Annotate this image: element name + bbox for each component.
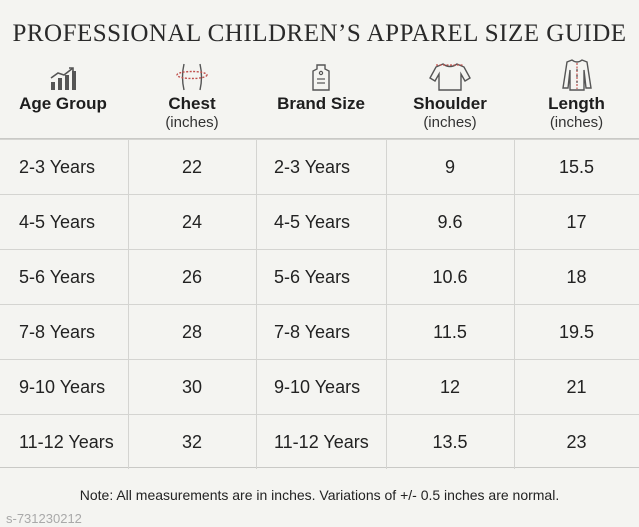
chest-cell: 30 <box>181 377 203 397</box>
size-table: 2-3 Years 22 2-3 Years 9 15.5 4-5 Years … <box>0 138 639 469</box>
brand-size-cell: 2-3 Years <box>274 157 351 177</box>
table-row: 9-10 Years 30 9-10 Years 12 21 <box>0 359 639 414</box>
size-tag-icon <box>310 56 332 92</box>
brand-size-cell: 5-6 Years <box>274 267 351 287</box>
column-header-chest: Chest (inches) <box>128 56 256 138</box>
chest-cell: 26 <box>181 267 203 287</box>
shirt-shoulder-icon <box>428 56 472 92</box>
column-header-shoulder: Shoulder (inches) <box>386 56 514 138</box>
length-cell: 18 <box>566 267 587 287</box>
brand-size-cell: 4-5 Years <box>274 212 351 232</box>
age-group-cell: 9-10 Years <box>19 377 106 397</box>
column-unit: (inches) <box>423 114 477 131</box>
table-header: Age Group Chest (inches) Brand Size <box>0 56 639 138</box>
brand-size-cell: 7-8 Years <box>274 322 351 342</box>
shoulder-cell: 9 <box>444 157 455 177</box>
table-row: 4-5 Years 24 4-5 Years 9.6 17 <box>0 194 639 249</box>
shoulder-cell: 11.5 <box>433 322 467 342</box>
watermark-id: s-731230212 <box>6 511 82 526</box>
chest-cell: 24 <box>181 212 203 232</box>
length-cell: 21 <box>566 377 587 397</box>
column-label: Chest <box>168 94 216 113</box>
age-group-cell: 5-6 Years <box>19 267 96 287</box>
shoulder-cell: 12 <box>439 377 461 397</box>
chest-cell: 32 <box>181 432 203 452</box>
length-cell: 15.5 <box>558 157 595 177</box>
column-label: Brand Size <box>277 94 365 113</box>
column-header-age-group: Age Group <box>8 56 118 138</box>
column-unit: (inches) <box>165 114 219 131</box>
shoulder-cell: 10.6 <box>432 267 468 287</box>
column-unit: (inches) <box>549 114 604 131</box>
age-group-cell: 7-8 Years <box>19 322 96 342</box>
growth-chart-icon <box>49 56 77 92</box>
chest-cell: 22 <box>181 157 203 177</box>
brand-size-cell: 9-10 Years <box>274 377 361 397</box>
measurement-note: Note: All measurements are in inches. Va… <box>79 487 560 503</box>
shoulder-cell: 13.5 <box>432 432 468 452</box>
page-title: PROFESSIONAL CHILDREN’S APPAREL SIZE GUI… <box>12 20 627 47</box>
shoulder-cell: 9.6 <box>437 212 463 232</box>
length-cell: 17 <box>566 212 587 232</box>
column-label: Length <box>548 94 605 113</box>
column-header-brand-size: Brand Size <box>256 56 386 138</box>
age-group-cell: 11-12 Years <box>19 432 114 452</box>
chest-measure-icon <box>172 56 212 92</box>
age-group-cell: 2-3 Years <box>19 157 96 177</box>
chest-cell: 28 <box>181 322 203 342</box>
length-cell: 23 <box>566 432 587 452</box>
shirt-length-icon <box>559 56 595 92</box>
table-row: 7-8 Years 28 7-8 Years 11.5 19.5 <box>0 304 639 359</box>
column-label: Shoulder <box>413 94 487 113</box>
table-row: 2-3 Years 22 2-3 Years 9 15.5 <box>0 139 639 194</box>
table-row: 5-6 Years 26 5-6 Years 10.6 18 <box>0 249 639 304</box>
length-cell: 19.5 <box>558 322 595 342</box>
brand-size-cell: 11-12 Years <box>274 432 369 452</box>
column-label: Age Group <box>19 94 107 113</box>
age-group-cell: 4-5 Years <box>19 212 96 232</box>
table-row: 11-12 Years 32 11-12 Years 13.5 23 <box>0 414 639 469</box>
column-header-length: Length (inches) <box>514 56 639 138</box>
